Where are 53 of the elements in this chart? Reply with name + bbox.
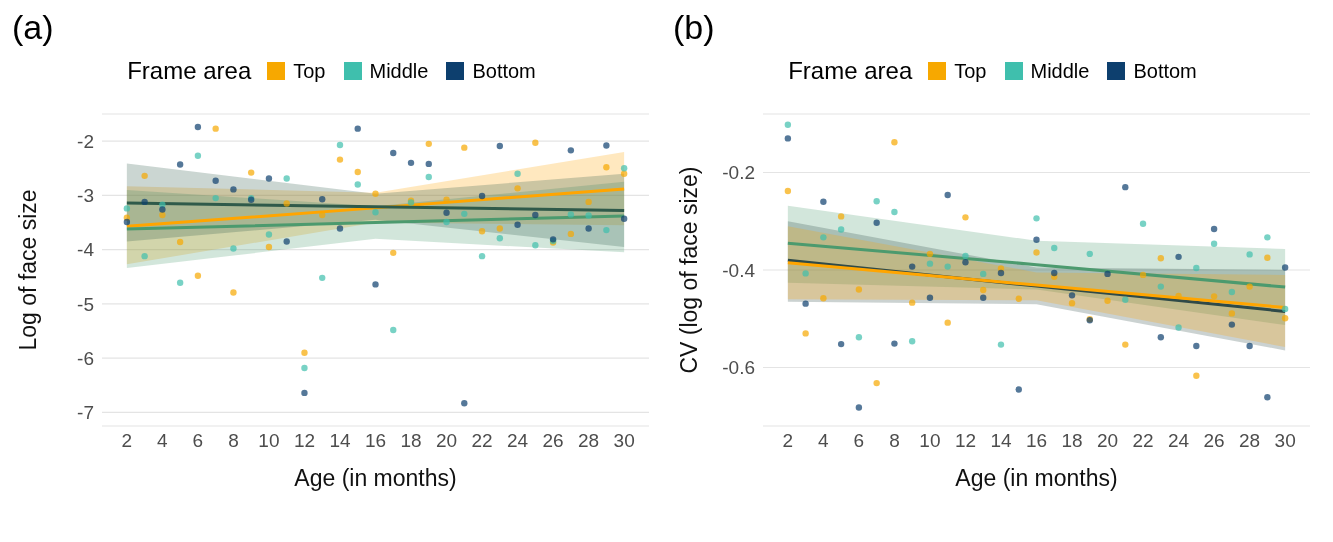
x-tick-label: 18: [1061, 430, 1083, 452]
x-tick-label: 12: [293, 430, 316, 452]
x-tick-label: 14: [990, 430, 1012, 452]
x-tick-label: 16: [1025, 430, 1048, 452]
legend-label: Top: [293, 59, 326, 83]
x-tick-label: 18: [400, 430, 422, 452]
x-tick-label: 10: [258, 430, 280, 452]
y-tick-label: -7: [77, 402, 94, 424]
y-tick-label: -4: [77, 239, 95, 261]
x-tick-label: 2: [121, 430, 133, 452]
chart-title: (a): [11, 8, 55, 48]
legend-label: Bottom: [472, 59, 536, 83]
x-tick-label: 22: [1132, 430, 1154, 452]
x-tick-label: 28: [578, 430, 600, 452]
y-tick-label: -0.6: [722, 357, 755, 379]
x-tick-label: 6: [853, 430, 865, 452]
y-tick-label: -5: [77, 293, 94, 315]
legend-title: Frame area: [127, 57, 252, 85]
x-axis-title: Age (in months): [955, 465, 1118, 491]
x-tick-label: 22: [471, 430, 493, 452]
y-tick-label: -0.2: [722, 162, 755, 184]
x-tick-label: 26: [542, 430, 564, 452]
y-axis-title: Log of face size: [15, 189, 42, 351]
x-tick-label: 6: [192, 430, 204, 452]
y-axis-title: CV (log of face size): [676, 166, 703, 374]
x-tick-label: 20: [1096, 430, 1119, 452]
chart-title: (b): [672, 8, 716, 48]
y-tick-label: -2: [77, 130, 94, 152]
x-tick-label: 26: [1203, 430, 1225, 452]
x-tick-label: 28: [1239, 430, 1261, 452]
y-tick-label: -6: [77, 347, 94, 369]
x-tick-label: 4: [157, 430, 169, 452]
x-tick-label: 30: [613, 430, 635, 452]
legend-label: Top: [954, 59, 987, 83]
y-tick-label: -3: [77, 185, 94, 207]
x-tick-label: 16: [364, 430, 387, 452]
x-tick-label: 24: [1168, 430, 1190, 452]
x-tick-label: 20: [435, 430, 458, 452]
x-tick-label: 10: [919, 430, 941, 452]
x-tick-label: 14: [329, 430, 351, 452]
y-tick-label: -0.4: [722, 259, 756, 281]
x-tick-label: 30: [1274, 430, 1296, 452]
legend-label: Middle: [369, 59, 429, 83]
x-tick-label: 2: [782, 430, 794, 452]
legend-title: Frame area: [788, 57, 913, 85]
x-tick-label: 8: [228, 430, 239, 452]
legend-label: Bottom: [1133, 59, 1197, 83]
legend-label: Middle: [1030, 59, 1090, 83]
x-tick-label: 4: [818, 430, 830, 452]
x-tick-label: 12: [954, 430, 977, 452]
x-tick-label: 8: [889, 430, 900, 452]
x-tick-label: 24: [507, 430, 529, 452]
x-axis-title: Age (in months): [294, 465, 457, 491]
